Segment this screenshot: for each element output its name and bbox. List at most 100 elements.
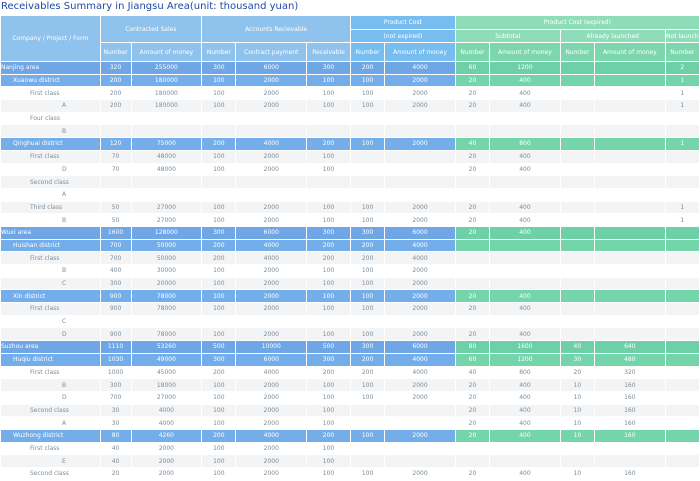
- table-row: First class 1000 45000 200 4000 200 200 4000 40 8…: [0, 365, 700, 380]
- exp-launched-number-cell: 10: [559, 416, 596, 430]
- ar-contract-payment-cell: 2000: [235, 213, 308, 227]
- exp-subtotal-amount-cell: 400: [489, 403, 561, 418]
- cs-amount-cell: 180000: [130, 99, 203, 113]
- exp-launched-amount-cell: [594, 162, 666, 177]
- exp-launched-number-cell: [559, 137, 596, 151]
- cs-amount-cell: 4000: [130, 416, 203, 430]
- exp-not-launch-number-cell: 1: [664, 213, 700, 227]
- pc-number-cell: 100: [349, 73, 386, 88]
- row-label: Third class: [0, 200, 101, 215]
- exp-launched-amount-cell: [594, 187, 666, 202]
- cs-amount-cell: 20000: [130, 276, 203, 291]
- pc-amount-cell: [384, 314, 456, 329]
- row-label: Xuanwu district: [0, 73, 101, 88]
- ar-receivable-cell: 100: [306, 403, 351, 418]
- cs-number-cell: 900: [99, 302, 132, 316]
- pc-number-cell: 100: [349, 467, 386, 481]
- ar-number-cell: 100: [201, 403, 237, 418]
- pc-number-cell: 300: [349, 340, 386, 354]
- exp-launched-amount-cell: [594, 99, 666, 113]
- pc-amount-cell: [384, 162, 456, 177]
- ar-contract-payment-cell: [235, 314, 308, 329]
- exp-launched-amount-cell: [594, 213, 666, 227]
- exp-subtotal-amount-cell: 400: [489, 73, 561, 88]
- header-already-launched: Already launched: [559, 29, 666, 43]
- cs-number-cell: 1600: [99, 225, 132, 240]
- cs-amount-cell: 50000: [130, 251, 203, 265]
- table-row: First class 200 180000 100 2000 100 100 2000 20 4…: [0, 86, 700, 101]
- ar-receivable-cell: 300: [306, 225, 351, 240]
- exp-not-launch-number-cell: 2: [664, 61, 700, 75]
- exp-subtotal-number-cell: 20: [454, 213, 491, 227]
- district-row: Xin district 900 78000 100 2000 100 100 2000 20 4…: [0, 289, 700, 304]
- exp-not-launch-number-cell: [664, 276, 700, 291]
- ar-receivable-cell: [306, 124, 351, 139]
- exp-subtotal-number-cell: 20: [454, 390, 491, 405]
- pc-number-cell: 300: [349, 225, 386, 240]
- header-contract-payment: Contract payment: [235, 42, 308, 62]
- ar-receivable-cell: 100: [306, 73, 351, 88]
- ar-receivable-cell: 100: [306, 327, 351, 342]
- exp-subtotal-amount-cell: 1600: [489, 340, 561, 354]
- pc-number-cell: 200: [349, 61, 386, 75]
- ar-number-cell: 100: [201, 162, 237, 177]
- pc-number-cell: [349, 149, 386, 164]
- exp-subtotal-amount-cell: 400: [489, 149, 561, 164]
- ar-number-cell: 200: [201, 428, 237, 443]
- exp-not-launch-number-cell: [664, 441, 700, 456]
- exp-launched-number-cell: [559, 187, 596, 202]
- table-row: D 900 78000 100 2000 100 100 2000 20 400: [0, 327, 700, 342]
- table-row: D 70 48000 100 2000 100 20 400: [0, 162, 700, 177]
- cs-amount-cell: 255000: [130, 61, 203, 75]
- pc-amount-cell: [384, 187, 456, 202]
- table-row: First class 70 48000 100 2000 100 20 400: [0, 149, 700, 164]
- cs-amount-cell: [130, 314, 203, 329]
- ar-receivable-cell: 100: [306, 149, 351, 164]
- cs-amount-cell: 78000: [130, 327, 203, 342]
- row-label: C: [0, 314, 101, 329]
- cs-number-cell: 40: [99, 454, 132, 468]
- exp-subtotal-number-cell: 20: [454, 149, 491, 164]
- ar-contract-payment-cell: 2000: [235, 390, 308, 405]
- exp-launched-amount-cell: 640: [594, 340, 666, 354]
- header-amount-of-money: Amount of money: [594, 42, 666, 62]
- ar-contract-payment-cell: 4000: [235, 137, 308, 151]
- exp-not-launch-number-cell: 1: [664, 86, 700, 101]
- ar-receivable-cell: 100: [306, 441, 351, 456]
- row-label: First class: [0, 302, 101, 316]
- exp-subtotal-number-cell: [454, 175, 491, 189]
- exp-launched-number-cell: 10: [559, 378, 596, 392]
- exp-subtotal-amount-cell: [489, 187, 561, 202]
- ar-number-cell: 100: [201, 454, 237, 468]
- cs-amount-cell: [130, 175, 203, 189]
- exp-subtotal-number-cell: 40: [454, 365, 491, 380]
- cs-number-cell: [99, 175, 132, 189]
- pc-number-cell: 100: [349, 200, 386, 215]
- header-number: Number: [349, 42, 386, 62]
- ar-receivable-cell: 100: [306, 276, 351, 291]
- row-label: Qinghuai district: [0, 137, 101, 151]
- cs-amount-cell: 49000: [130, 352, 203, 367]
- exp-subtotal-number-cell: [454, 441, 491, 456]
- exp-launched-number-cell: [559, 289, 596, 304]
- district-row: Qinghuai district 120 75000 200 4000 200 100 20…: [0, 137, 700, 151]
- ar-number-cell: 100: [201, 149, 237, 164]
- exp-subtotal-amount-cell: 400: [489, 428, 561, 443]
- exp-launched-number-cell: [559, 251, 596, 265]
- exp-launched-number-cell: [559, 238, 596, 253]
- row-label: First class: [0, 149, 101, 164]
- exp-launched-number-cell: [559, 225, 596, 240]
- ar-number-cell: 100: [201, 276, 237, 291]
- cs-number-cell: [99, 314, 132, 329]
- exp-subtotal-number-cell: 80: [454, 340, 491, 354]
- cs-amount-cell: 48000: [130, 149, 203, 164]
- exp-not-launch-number-cell: 1: [664, 99, 700, 113]
- row-label: E: [0, 454, 101, 468]
- exp-launched-number-cell: [559, 314, 596, 329]
- pc-number-cell: 200: [349, 238, 386, 253]
- exp-launched-amount-cell: [594, 111, 666, 126]
- table-row: B: [0, 124, 700, 139]
- row-label: First class: [0, 365, 101, 380]
- exp-subtotal-number-cell: [454, 454, 491, 468]
- exp-launched-amount-cell: [594, 276, 666, 291]
